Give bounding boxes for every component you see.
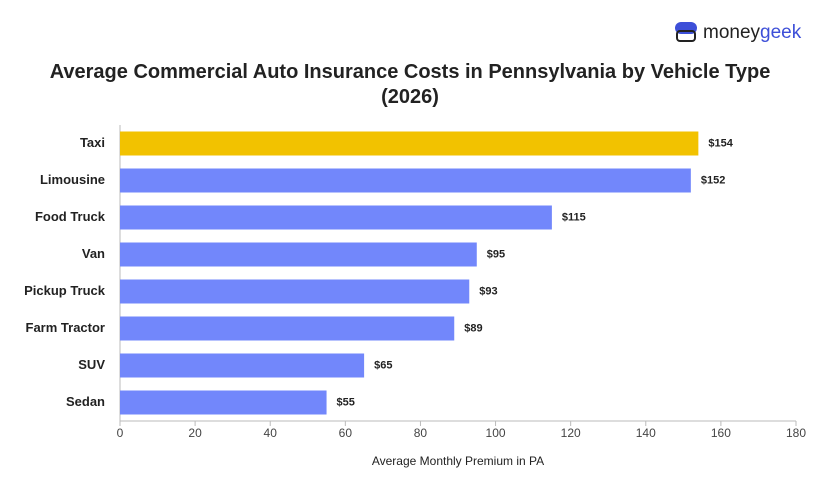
y-tick-label: SUV [78, 357, 105, 372]
x-axis-label: Average Monthly Premium in PA [372, 454, 544, 468]
x-tick-label: 100 [486, 426, 506, 440]
value-label: $55 [337, 396, 355, 408]
value-label: $89 [464, 322, 482, 334]
y-tick-label: Limousine [40, 172, 105, 187]
bar [120, 131, 699, 156]
bar [120, 168, 691, 193]
bar [120, 205, 552, 230]
y-tick-label: Pickup Truck [24, 283, 106, 298]
logo: moneygeek [675, 22, 802, 43]
x-tick-label: 80 [414, 426, 428, 440]
value-label: $93 [479, 285, 497, 297]
bar [120, 279, 470, 304]
x-tick-label: 180 [786, 426, 806, 440]
value-label: $115 [562, 211, 586, 223]
x-tick-label: 60 [339, 426, 353, 440]
logo-part: money [703, 22, 761, 43]
x-tick-label: 160 [711, 426, 731, 440]
value-label: $65 [374, 359, 392, 371]
bar [120, 242, 477, 267]
value-label: $154 [708, 137, 733, 149]
x-tick-label: 20 [188, 426, 202, 440]
logo-part: geek [760, 22, 802, 43]
x-tick-label: 0 [117, 426, 124, 440]
bar [120, 390, 327, 415]
bar [120, 316, 455, 341]
value-label: $152 [701, 174, 725, 186]
logo-icon [676, 30, 696, 42]
y-tick-label: Sedan [66, 394, 105, 409]
chart-title: Average Commercial Auto Insurance Costs … [49, 61, 771, 108]
logo-text: moneygeek [703, 22, 802, 43]
y-tick-label: Taxi [80, 135, 105, 150]
y-tick-label: Farm Tractor [26, 320, 105, 335]
y-tick-label: Van [82, 246, 105, 261]
y-tick-label: Food Truck [35, 209, 106, 224]
x-tick-label: 140 [636, 426, 656, 440]
value-label: $95 [487, 248, 505, 260]
x-tick-label: 120 [561, 426, 581, 440]
x-tick-label: 40 [264, 426, 278, 440]
bar [120, 353, 365, 378]
